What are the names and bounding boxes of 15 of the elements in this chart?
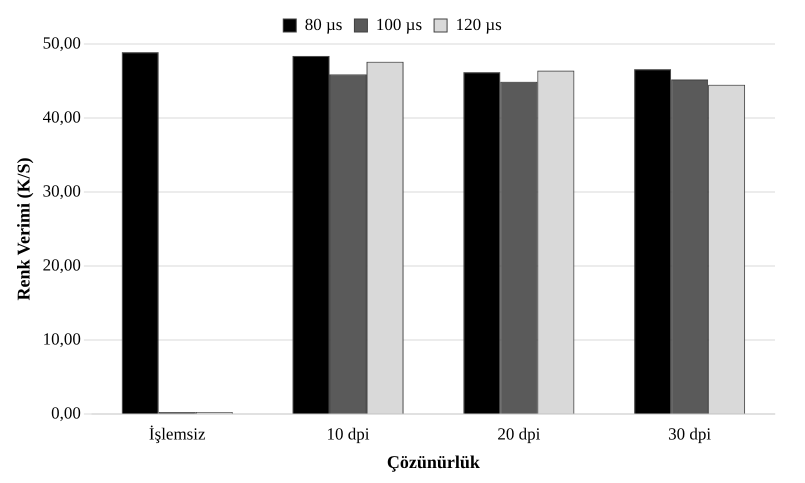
legend-label: 100 µs bbox=[376, 14, 422, 34]
y-axis-title: Renk Verimi (K/S) bbox=[13, 157, 34, 301]
y-tick-label: 10,00 bbox=[42, 329, 81, 348]
y-tick-label: 50,00 bbox=[42, 33, 81, 52]
x-axis-title: Çözünürlük bbox=[386, 452, 480, 472]
legend-label: 120 µs bbox=[456, 14, 502, 34]
legend-label: 80 µs bbox=[304, 14, 342, 34]
y-tick-label: 0,00 bbox=[51, 403, 81, 422]
y-tick-label: 40,00 bbox=[42, 107, 81, 126]
y-tick-label: 20,00 bbox=[42, 255, 81, 274]
y-tick-label: 30,00 bbox=[42, 181, 81, 200]
x-tick-label: 30 dpi bbox=[668, 424, 712, 444]
x-tick-label: 10 dpi bbox=[326, 424, 370, 444]
x-tick-label: 20 dpi bbox=[497, 424, 541, 444]
x-tick-label: İşlemsiz bbox=[148, 424, 206, 444]
